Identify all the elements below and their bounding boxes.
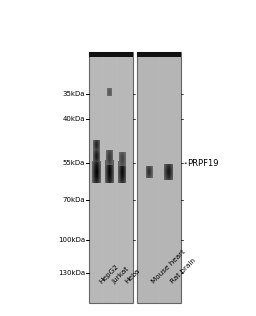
Text: Mouse heart: Mouse heart (151, 249, 186, 285)
Bar (137, 52, 181, 58)
Bar (137, 52, 181, 303)
Text: 70kDa: 70kDa (62, 197, 85, 203)
Text: HeLa: HeLa (124, 268, 141, 285)
Text: 130kDa: 130kDa (58, 270, 85, 276)
Bar (89, 52, 133, 303)
Text: 35kDa: 35kDa (63, 91, 85, 96)
Text: 55kDa: 55kDa (63, 160, 85, 166)
Bar (89, 52, 133, 58)
Text: 40kDa: 40kDa (63, 116, 85, 122)
Text: 100kDa: 100kDa (58, 237, 85, 243)
Text: HepG2: HepG2 (98, 263, 120, 285)
Text: Rat brain: Rat brain (170, 258, 197, 285)
Text: PRPF19: PRPF19 (187, 159, 218, 168)
Text: Jurkat: Jurkat (111, 266, 130, 285)
